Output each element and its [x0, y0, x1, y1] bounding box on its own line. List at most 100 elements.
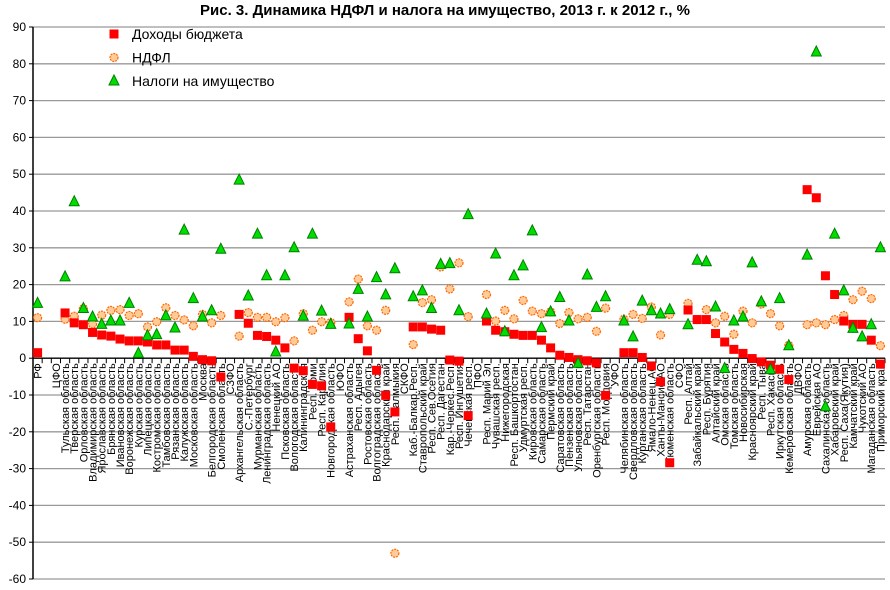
budget-revenue-point	[729, 344, 739, 354]
property-tax-point	[315, 303, 328, 316]
x-tick-label: Алтайский край	[711, 363, 723, 443]
budget-revenue-point	[518, 330, 528, 340]
budget-revenue-point	[280, 343, 290, 353]
ndfl-point	[637, 313, 647, 324]
x-tick-label: Тамбовская область	[161, 363, 173, 468]
ndfl-point	[307, 325, 318, 335]
budget-revenue-point	[207, 356, 217, 366]
property-tax-point	[141, 328, 154, 341]
budget-revenue-point	[665, 458, 675, 468]
property-tax-point	[718, 361, 731, 374]
property-tax-point	[847, 321, 859, 333]
y-tick-label: -50	[9, 535, 27, 549]
property-tax-point	[498, 324, 511, 337]
ndfl-point	[179, 315, 189, 325]
budget-revenue-point	[463, 411, 473, 421]
ndfl-point	[527, 306, 537, 316]
property-tax-point	[627, 329, 639, 342]
ndfl-point	[555, 319, 565, 329]
budget-revenue-point	[161, 340, 171, 350]
ndfl-point	[362, 321, 372, 331]
ndfl-point	[866, 293, 876, 304]
budget-revenue-point	[582, 356, 592, 366]
ndfl-point	[408, 339, 418, 350]
x-tick-label: Удмуртская респ.	[518, 363, 530, 452]
x-tick-label: Респ. Адыгея	[353, 363, 365, 431]
ndfl-point	[500, 305, 510, 315]
x-tick-label: Воронежская область	[124, 363, 136, 475]
property-tax-point	[379, 287, 392, 300]
budget-revenue-point	[619, 348, 629, 358]
legend-marker	[109, 52, 119, 63]
x-tick-label: Калининградская	[298, 363, 310, 452]
x-tick-label: Нижегородская	[500, 363, 512, 442]
property-tax-point	[123, 296, 136, 308]
property-tax-point	[343, 316, 355, 329]
budget-revenue-point	[88, 327, 98, 337]
x-tick-label: Архангельская область	[234, 363, 246, 482]
property-tax-point	[590, 300, 603, 312]
budget-revenue-point	[491, 325, 501, 335]
property-tax-point	[773, 291, 786, 304]
property-tax-point	[782, 338, 795, 351]
budget-revenue-point	[33, 348, 43, 358]
property-tax-point	[279, 268, 291, 281]
budget-revenue-point	[747, 354, 757, 364]
property-tax-point	[691, 253, 704, 265]
data-marks	[31, 44, 887, 558]
x-tick-label: Респ. Ингушетия	[454, 363, 466, 449]
budget-revenue-point	[564, 352, 574, 362]
budget-revenue-point	[106, 331, 116, 341]
property-tax-point	[114, 313, 126, 326]
ndfl-point	[802, 320, 812, 330]
property-tax-point	[214, 242, 227, 254]
x-tick-label: Томская область	[729, 363, 741, 449]
x-tick-label: Сахалинская область	[820, 363, 832, 474]
x-tick-label: Самарская область	[536, 363, 548, 464]
x-tick-label: Костромская область	[152, 363, 164, 473]
ndfl-point	[252, 312, 263, 322]
budget-revenue-point	[252, 330, 262, 340]
x-tick-label: Липецкая область	[143, 363, 155, 456]
ndfl-point	[344, 297, 354, 307]
ndfl-point	[124, 310, 134, 321]
x-tick-label: Ямало-Ненец.АО	[646, 363, 658, 453]
x-tick-label: СФО	[674, 363, 686, 388]
budget-revenue-point	[591, 358, 601, 368]
property-tax-point	[599, 289, 612, 302]
budget-revenue-point	[811, 193, 821, 203]
budget-revenue-point	[646, 361, 656, 371]
property-tax-point	[105, 313, 117, 326]
ndfl-point	[289, 336, 299, 346]
property-tax-point	[242, 288, 255, 301]
property-tax-point	[636, 294, 649, 306]
budget-revenue-point	[243, 318, 253, 328]
y-tick-label: 30	[13, 241, 27, 255]
budget-revenue-point	[216, 372, 226, 382]
x-tick-label: Камчатский край	[848, 363, 860, 448]
x-tick-label: Респ. Хакасия	[765, 363, 777, 436]
legend-label: Налоги на имущество	[132, 73, 275, 89]
budget-revenue-point	[802, 185, 812, 195]
y-tick-label: 90	[13, 20, 27, 34]
budget-revenue-point	[326, 422, 336, 432]
ndfl-point	[655, 330, 666, 340]
y-tick-label: 40	[13, 204, 27, 218]
ndfl-point	[262, 312, 272, 322]
x-tick-label: Белгородская область	[207, 363, 219, 477]
x-tick-label: Кемеровская область	[784, 363, 796, 474]
property-tax-point	[553, 290, 566, 302]
budget-revenue-point	[875, 359, 885, 369]
property-tax-point	[865, 317, 878, 330]
budget-revenue-point	[692, 315, 702, 325]
x-tick-label: ЮФО	[335, 363, 347, 391]
property-tax-point	[489, 246, 502, 259]
y-tick-label: -40	[9, 498, 27, 512]
ndfl-point	[234, 331, 244, 341]
ndfl-point	[106, 305, 116, 315]
x-tick-label: ЦФО	[51, 363, 63, 389]
x-tick-label: Респ. Башкортостан	[509, 363, 521, 466]
property-tax-point	[306, 227, 319, 239]
budget-revenue-point	[69, 318, 79, 328]
ndfl-point	[875, 341, 886, 351]
